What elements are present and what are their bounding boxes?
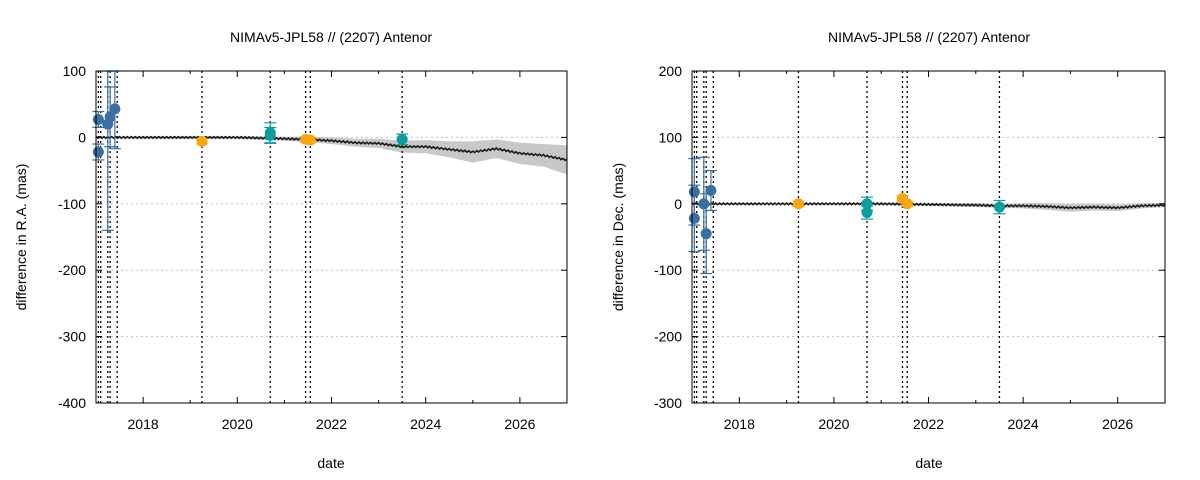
y-tick-label: 100 — [659, 129, 683, 145]
observation-epoch-lines — [693, 71, 1001, 403]
x-tick-label: 2022 — [316, 416, 347, 432]
model-curve — [95, 135, 568, 162]
x-tick-label: 2024 — [1008, 416, 1039, 432]
plot-frame — [691, 70, 1166, 404]
y-tick-label: 0 — [78, 129, 86, 145]
x-tick-label: 2018 — [128, 416, 159, 432]
y-tick-label: -100 — [654, 262, 682, 278]
model-line — [95, 135, 568, 162]
y-tick-label: -400 — [58, 395, 86, 411]
model-line — [691, 201, 1166, 210]
model-curve — [691, 201, 1166, 210]
data-point — [396, 133, 408, 145]
data-point — [264, 129, 276, 141]
data-point — [700, 228, 712, 240]
y-tick-label: -300 — [654, 395, 682, 411]
x-tick-label: 2026 — [1102, 416, 1133, 432]
data-point — [196, 135, 208, 147]
chart-title: NIMAv5-JPL58 // (2207) Antenor — [230, 29, 432, 45]
y-tick-label: -100 — [58, 196, 86, 212]
y-tick-label: -200 — [654, 329, 682, 345]
data-point — [993, 201, 1005, 213]
y-tick-label: 100 — [63, 63, 87, 79]
uncertainty-band — [96, 136, 567, 175]
data-point — [861, 198, 873, 210]
dec-difference-chart: NIMAv5-JPL58 // (2207) Antenor date diff… — [610, 29, 1166, 471]
x-tick-label: 2020 — [818, 416, 849, 432]
ra-difference-chart: NIMAv5-JPL58 // (2207) Antenor date diff… — [13, 29, 568, 471]
data-point — [92, 146, 104, 158]
x-tick-label: 2022 — [913, 416, 944, 432]
x-tick-label: 2020 — [222, 416, 253, 432]
axis-ticks: -400 -300 -200 -100 0 100 2018 2020 2022 2024 2026 — [58, 63, 568, 432]
data-points — [688, 156, 1006, 275]
grid-lines — [96, 136, 567, 338]
data-points — [92, 70, 409, 231]
y-tick-label: 0 — [674, 196, 682, 212]
y-axis-label: difference in R.A. (mas) — [13, 164, 29, 311]
axis-ticks: -300 -200 -100 0 100 200 2018 2020 2022 2024 2026 — [654, 63, 1166, 432]
x-tick-label: 2024 — [410, 416, 441, 432]
x-tick-label: 2026 — [504, 416, 535, 432]
x-axis-label: date — [317, 455, 344, 471]
y-tick-label: -300 — [58, 329, 86, 345]
data-point — [688, 212, 700, 224]
x-tick-label: 2018 — [724, 416, 755, 432]
grid-lines — [692, 136, 1165, 338]
data-point — [104, 111, 116, 123]
chart-title: NIMAv5-JPL58 // (2207) Antenor — [828, 29, 1030, 45]
y-axis-label: difference in Dec. (mas) — [610, 163, 626, 311]
y-tick-label: -200 — [58, 262, 86, 278]
data-point — [901, 198, 913, 210]
x-axis-label: date — [915, 455, 942, 471]
observation-epoch-lines — [97, 71, 403, 403]
data-point — [861, 206, 873, 218]
y-tick-label: 200 — [659, 63, 683, 79]
data-point — [109, 103, 121, 115]
data-point — [92, 113, 104, 125]
data-point — [304, 134, 316, 146]
data-point — [698, 198, 710, 210]
data-point — [792, 198, 804, 210]
model-uncertainty-band — [96, 136, 567, 175]
plot-frame — [95, 70, 568, 404]
data-point — [705, 185, 717, 197]
